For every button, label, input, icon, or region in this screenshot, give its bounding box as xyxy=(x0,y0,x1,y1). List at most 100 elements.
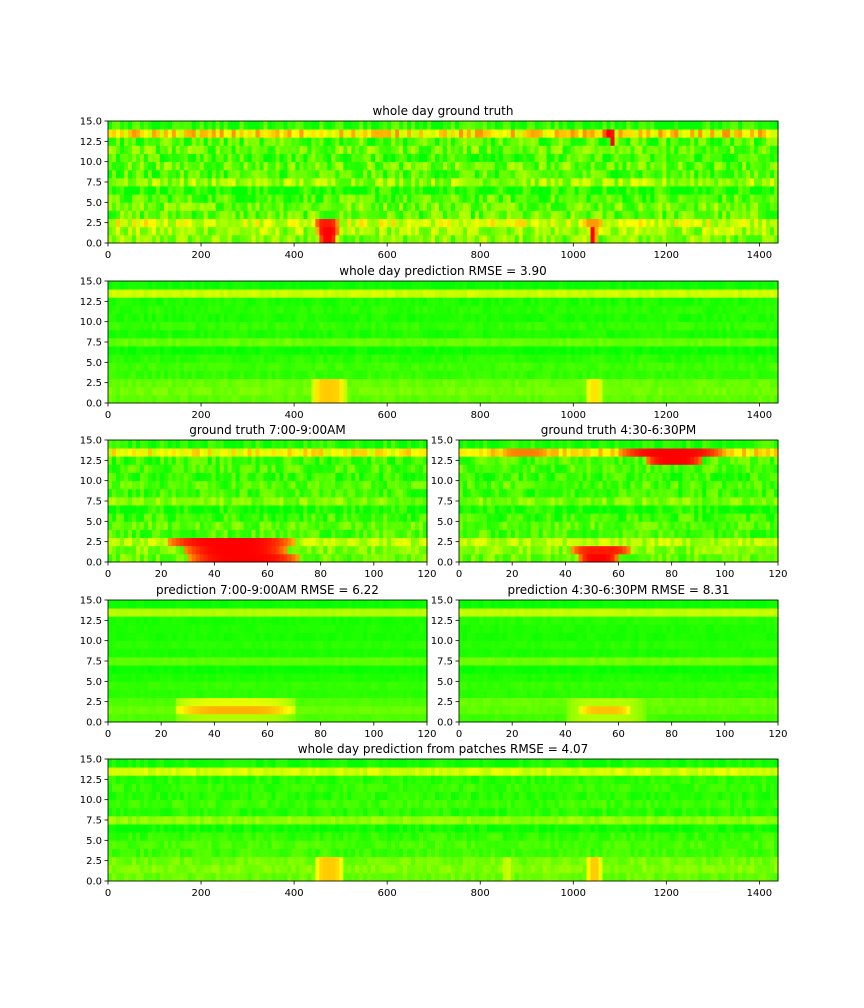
heatmap-cell xyxy=(291,234,297,244)
heatmap-cell xyxy=(307,137,312,146)
heatmap-cell xyxy=(263,177,269,187)
heatmap-cell xyxy=(730,145,735,154)
heatmap-cell xyxy=(750,394,755,404)
heatmap-cell xyxy=(666,305,671,314)
heatmap-cell xyxy=(275,137,281,146)
heatmap-cell xyxy=(622,313,628,323)
heatmap-cell xyxy=(123,378,129,388)
heatmap-cell xyxy=(598,297,604,306)
heatmap-cell xyxy=(526,329,532,339)
heatmap-cell xyxy=(466,129,472,138)
heatmap-cell xyxy=(287,313,293,323)
heatmap-cell xyxy=(462,218,468,228)
heatmap-cell xyxy=(498,137,504,146)
heatmap-cell xyxy=(363,378,368,388)
heatmap-cell xyxy=(171,169,177,179)
heatmap-cell xyxy=(662,137,667,146)
heatmap-cell xyxy=(335,370,340,379)
heatmap-cell xyxy=(670,394,675,404)
heatmap-cell xyxy=(307,177,312,187)
heatmap-cell xyxy=(299,226,305,236)
heatmap-cell xyxy=(251,153,257,163)
heatmap-cell xyxy=(590,354,596,363)
heatmap-cell xyxy=(630,226,636,236)
heatmap-cell xyxy=(754,394,759,404)
heatmap-cell xyxy=(602,297,608,306)
heatmap-cell xyxy=(522,137,528,146)
heatmap-cell xyxy=(554,161,560,171)
heatmap-cell xyxy=(331,289,336,298)
heatmap-cell xyxy=(215,394,221,404)
heatmap-cell xyxy=(498,297,504,306)
heatmap-cell xyxy=(267,121,273,130)
heatmap-cell xyxy=(554,210,560,219)
heatmap-cell xyxy=(279,362,285,371)
heatmap-cell xyxy=(510,297,516,306)
heatmap-cell xyxy=(650,362,655,371)
heatmap-cell xyxy=(474,194,480,203)
heatmap-cell xyxy=(466,169,472,179)
heatmap-cell xyxy=(626,346,632,355)
heatmap-cell xyxy=(694,226,699,236)
heatmap-cell xyxy=(534,186,540,195)
heatmap-cell xyxy=(710,313,715,323)
heatmap-cell xyxy=(315,121,320,130)
heatmap-cell xyxy=(379,313,384,323)
heatmap-cell xyxy=(746,210,751,219)
heatmap-cell xyxy=(367,313,372,323)
heatmap-cell xyxy=(622,370,628,379)
heatmap-cell xyxy=(450,305,456,314)
heatmap-cell xyxy=(774,226,779,236)
heatmap-cell xyxy=(371,137,376,146)
heatmap-cell xyxy=(443,226,448,236)
heatmap-cell xyxy=(431,289,436,298)
heatmap-cell xyxy=(427,210,432,219)
heatmap-cell xyxy=(139,121,145,130)
heatmap-cell xyxy=(666,177,671,187)
heatmap-cell xyxy=(554,354,560,363)
heatmap-cell xyxy=(119,354,125,363)
heatmap-cell xyxy=(315,202,320,211)
heatmap-cell xyxy=(718,346,723,355)
heatmap-cell xyxy=(171,370,177,379)
heatmap-cell xyxy=(303,153,309,163)
heatmap-cell xyxy=(530,297,536,306)
heatmap-cell xyxy=(770,161,775,171)
heatmap-cell xyxy=(702,169,707,179)
heatmap-cell xyxy=(131,337,137,347)
heatmap-cell xyxy=(670,137,675,146)
heatmap-cell xyxy=(450,354,456,363)
heatmap-cell xyxy=(750,362,755,371)
heatmap-cell xyxy=(614,346,620,355)
heatmap-cell xyxy=(682,202,687,211)
heatmap-cell xyxy=(550,289,556,298)
heatmap-cell xyxy=(642,337,647,347)
heatmap-cell xyxy=(199,337,205,347)
heatmap-cell xyxy=(706,218,711,228)
heatmap-cell xyxy=(482,346,488,355)
heatmap-cell xyxy=(239,169,245,179)
heatmap-cell xyxy=(175,313,181,323)
heatmap-cell xyxy=(131,321,137,331)
heatmap-cell xyxy=(666,226,671,236)
heatmap-cell xyxy=(271,153,277,163)
heatmap-cell xyxy=(690,177,695,187)
heatmap-cell xyxy=(211,234,217,244)
heatmap-cell xyxy=(191,313,197,323)
heatmap-cell xyxy=(702,289,707,298)
heatmap-cell xyxy=(311,153,316,163)
heatmap-cell xyxy=(586,218,592,228)
heatmap-cell xyxy=(766,346,771,355)
heatmap-cell xyxy=(407,169,412,179)
heatmap-cell xyxy=(203,386,209,396)
heatmap-cell xyxy=(574,121,580,130)
heatmap-cell xyxy=(287,153,293,163)
heatmap-cell xyxy=(163,218,169,228)
heatmap-cell xyxy=(139,386,145,396)
heatmap-cell xyxy=(758,386,763,396)
heatmap-cell xyxy=(135,177,141,187)
heatmap-cell xyxy=(407,354,412,363)
heatmap-cell xyxy=(431,354,436,363)
heatmap-cell xyxy=(247,370,253,379)
heatmap-cell xyxy=(650,289,655,298)
